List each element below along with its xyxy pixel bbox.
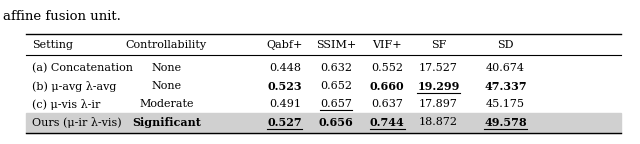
Text: 0.527: 0.527 xyxy=(268,116,302,127)
Text: Moderate: Moderate xyxy=(139,99,194,109)
Text: affine fusion unit.: affine fusion unit. xyxy=(3,10,121,23)
Text: (b) μ-avg λ-avg: (b) μ-avg λ-avg xyxy=(32,80,116,91)
Text: 49.578: 49.578 xyxy=(484,116,527,127)
Text: 0.552: 0.552 xyxy=(371,63,403,73)
Text: 40.674: 40.674 xyxy=(486,63,525,73)
Text: 0.448: 0.448 xyxy=(269,63,301,73)
Text: 17.897: 17.897 xyxy=(419,99,458,109)
Text: 0.657: 0.657 xyxy=(320,99,352,109)
Text: (a) Concatenation: (a) Concatenation xyxy=(32,63,133,73)
Text: SSIM+: SSIM+ xyxy=(316,40,356,50)
Text: 47.337: 47.337 xyxy=(484,80,527,91)
Text: 0.523: 0.523 xyxy=(268,80,302,91)
Text: VIF+: VIF+ xyxy=(372,40,402,50)
Text: (c) μ-vis λ-ir: (c) μ-vis λ-ir xyxy=(32,98,100,109)
Text: None: None xyxy=(151,81,182,91)
Text: 0.656: 0.656 xyxy=(319,116,353,127)
Text: Controllability: Controllability xyxy=(126,40,207,50)
Text: 0.491: 0.491 xyxy=(269,99,301,109)
Text: 0.660: 0.660 xyxy=(370,80,404,91)
Text: None: None xyxy=(151,63,182,73)
Text: SD: SD xyxy=(497,40,514,50)
Text: 0.637: 0.637 xyxy=(371,99,403,109)
Text: 19.299: 19.299 xyxy=(417,80,460,91)
Text: 17.527: 17.527 xyxy=(419,63,458,73)
Text: SF: SF xyxy=(431,40,446,50)
Text: 0.652: 0.652 xyxy=(320,81,352,91)
Text: Setting: Setting xyxy=(32,40,73,50)
Text: Ours (μ-ir λ-vis): Ours (μ-ir λ-vis) xyxy=(32,116,122,127)
Text: Significant: Significant xyxy=(132,116,201,127)
Text: 45.175: 45.175 xyxy=(486,99,525,109)
Text: 18.872: 18.872 xyxy=(419,117,458,127)
Text: 0.632: 0.632 xyxy=(320,63,352,73)
Text: 0.744: 0.744 xyxy=(370,116,404,127)
Text: Qabf+: Qabf+ xyxy=(267,40,303,50)
